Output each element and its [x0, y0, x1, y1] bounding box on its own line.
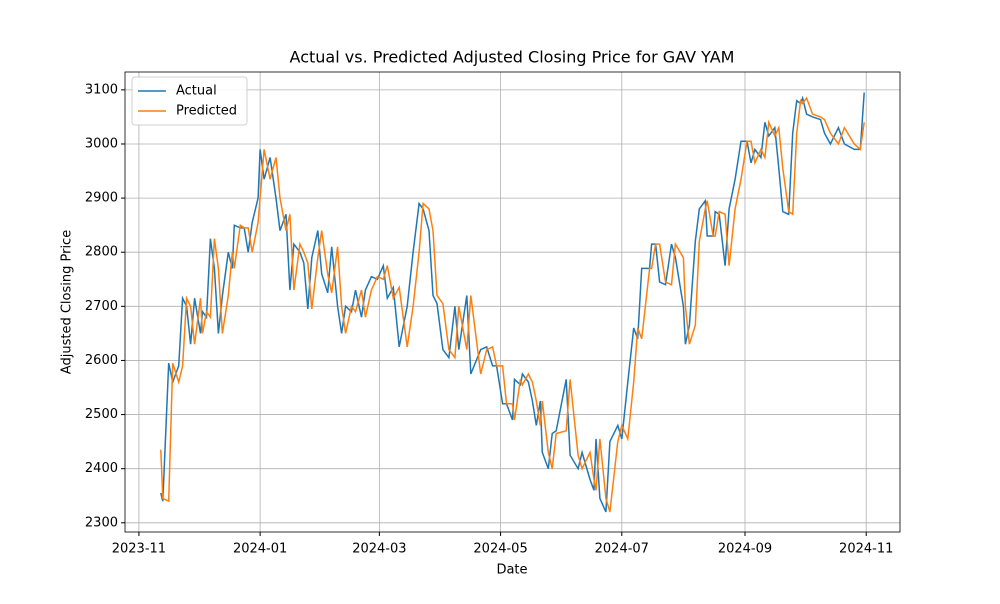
y-tick-label: 2300 [85, 515, 118, 530]
plot-frame [124, 71, 901, 533]
y-tick-label: 2700 [85, 299, 118, 314]
x-tick-label: 2024-11 [839, 542, 893, 557]
x-tick-label: 2024-07 [595, 542, 649, 557]
line-series [160, 92, 865, 513]
y-tick-label: 2400 [85, 461, 118, 476]
legend: Actual Predicted [131, 76, 248, 126]
y-tick-label: 2900 [85, 191, 118, 206]
x-tick-label: 2023-11 [112, 542, 166, 557]
legend-label: Actual [176, 84, 217, 99]
x-tick-label: 2024-09 [718, 542, 772, 557]
y-tick-label: 2600 [85, 353, 118, 368]
y-tick-label: 3100 [85, 82, 118, 97]
x-tick-label: 2024-03 [352, 542, 406, 557]
x-axis-label: Date [496, 563, 527, 578]
line-series [160, 96, 865, 513]
legend-label: Predicted [176, 104, 237, 119]
y-tick-label: 3000 [85, 136, 118, 151]
legend-box [131, 76, 248, 126]
chart-title: Actual vs. Predicted Adjusted Closing Pr… [290, 48, 735, 67]
y-tick-label: 2500 [85, 407, 118, 422]
x-tick-label: 2024-05 [473, 542, 527, 557]
x-tick-label: 2024-01 [233, 542, 287, 557]
y-axis-label: Adjusted Closing Price [60, 230, 75, 374]
y-tick-label: 2800 [85, 245, 118, 260]
